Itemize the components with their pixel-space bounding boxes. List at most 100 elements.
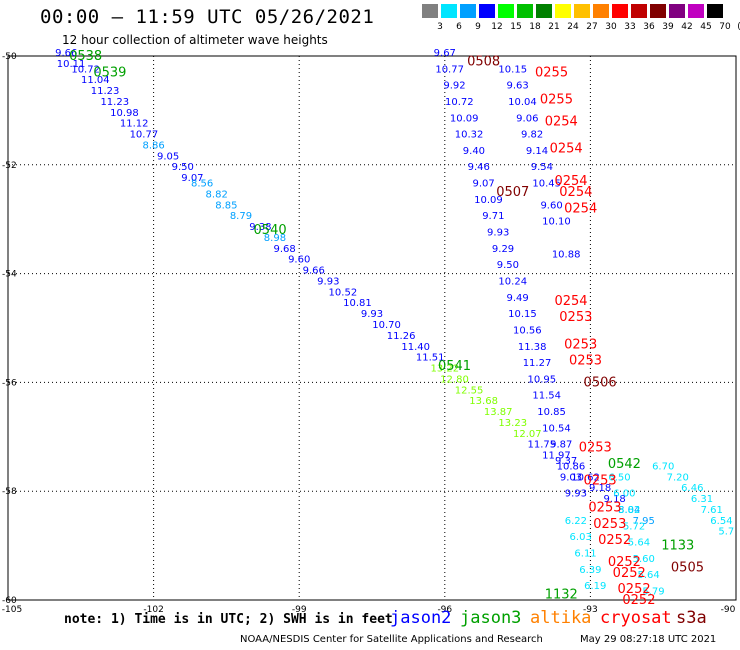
wave-height-label: 9.40 [463,146,485,157]
pass-time-label: 0540 [254,223,287,238]
y-tick-label: -58 [2,487,17,497]
pass-time-label: 0253 [593,517,626,532]
y-tick-label: -60 [2,596,17,606]
legend-swatch [631,4,647,18]
wave-height-label: 9.63 [506,81,528,92]
pass-time-label: 0508 [467,54,500,69]
wave-height-label: 10.11 [57,59,86,70]
pass-time-label: 0253 [588,501,621,516]
x-tick-label: -102 [143,605,163,615]
pass-time-label: 0542 [608,457,641,472]
sat-label-s3a: s3a [676,608,707,628]
legend-label: 24 [567,22,579,32]
wave-height-label: 11.97 [542,451,571,462]
wave-height-label: 9.71 [482,211,504,222]
wave-height-label: 9.50 [172,162,194,173]
wave-height-label: 8.98 [264,233,286,244]
wave-height-label: 9.37 [555,456,577,467]
pass-time-label: 0252 [622,593,655,608]
wave-height-label: 10.09 [474,195,503,206]
wave-height-label: 9.06 [516,113,538,124]
wave-height-label: 10.52 [329,287,358,298]
wave-height-label: 9.07 [181,173,203,184]
wave-height-label: 13.22 [430,364,459,375]
pass-time-label: 0253 [559,310,592,325]
wave-height-label: 13.68 [469,396,498,407]
wave-height-label: 5.72 [623,521,645,532]
pass-time-label: 1133 [661,539,694,554]
wave-height-label: 11.54 [532,391,561,402]
wave-height-label: 5.82 [618,505,640,516]
wave-height-label: 10.77 [435,64,464,75]
y-tick-label: -50 [2,52,17,62]
wave-height-label: 9.93 [487,228,509,239]
legend-swatch [498,4,514,18]
x-tick-label: -96 [437,605,452,615]
legend-swatch [460,4,476,18]
wave-height-label: 10.77 [130,130,159,141]
wave-height-label: 9.60 [540,200,562,211]
wave-height-label: 13.87 [484,407,513,418]
legend-label: 70 [719,22,731,32]
legend-label: 15 [510,22,522,32]
wave-height-label: 6.50 [608,472,630,483]
pass-time-label: 0507 [496,185,529,200]
legend-label: 42 [681,22,693,32]
wave-height-label: 6.31 [691,494,713,505]
wave-height-label: 10.72 [445,97,474,108]
wave-height-label: 9.46 [468,162,490,173]
wave-height-label: 12.07 [513,429,542,440]
wave-height-label: 9.60 [288,255,310,266]
wave-height-label: 5.60 [633,554,655,565]
wave-height-label: 9.07 [472,179,494,190]
wave-height-label: 10.81 [343,298,372,309]
wave-height-label: 13.23 [498,418,527,429]
wave-height-label: 5.64 [638,570,660,581]
legend-swatch [593,4,609,18]
wave-height-label: 10.10 [542,217,571,228]
generated-timestamp: May 29 08:27:18 UTC 2021 [580,634,717,645]
wave-height-label: 6.03 [570,532,592,543]
pass-time-label: 0252 [598,533,631,548]
wave-height-label: 10.56 [513,325,542,336]
wave-height-label: 10.86 [557,461,586,472]
pass-time-label: 0253 [564,337,597,352]
wave-height-label: 8.04 [618,505,640,516]
wave-height-label: 9.38 [249,222,271,233]
legend-swatch [574,4,590,18]
wave-height-label: 8.85 [215,200,237,211]
wave-height-label: 9.68 [274,244,296,255]
wave-height-label: 11.38 [518,342,547,353]
pass-time-label: 0253 [579,441,612,456]
pass-time-label: 0541 [438,359,471,374]
credit-text: NOAA/NESDIS Center for Satellite Applica… [240,634,543,645]
footer-note: note: 1) Time is in UTC; 2) SWH is in fe… [64,612,393,627]
wave-height-label: 9.67 [434,48,456,59]
wave-height-label: 10.98 [110,108,139,119]
legend-label: 21 [548,22,560,32]
pass-time-label: 0253 [584,473,617,488]
pass-time-label: 0252 [618,582,651,597]
wave-height-label: 8.79 [230,211,252,222]
legend-swatch [441,4,457,18]
legend-swatch [555,4,571,18]
pass-time-label: 0254 [564,201,597,216]
sat-label-jason2: jason2 [390,608,452,628]
y-tick-label: -52 [2,161,17,171]
legend-label: 45 [700,22,712,32]
legend-label: 6 [456,22,462,32]
wave-height-label: 9.54 [531,162,553,173]
pass-time-label: 0506 [584,375,617,390]
wave-height-label: 6.22 [565,516,587,527]
wave-height-label: 10.45 [532,179,561,190]
wave-height-label: 9.66 [55,48,77,59]
plot-frame [7,55,737,601]
wave-height-label: 11.26 [387,331,416,342]
legend-label: 30 [605,22,617,32]
legend-label: 9 [475,22,481,32]
wave-height-label: 10.09 [450,113,479,124]
legend-label: 3 [437,22,443,32]
legend-swatch [707,4,723,18]
pass-time-label: 0254 [554,294,587,309]
